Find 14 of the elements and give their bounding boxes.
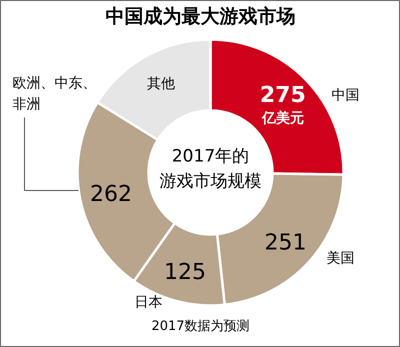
slice-label: 日本 [134, 294, 162, 310]
text: 亿美元 [260, 109, 304, 126]
data-label: 262 [90, 182, 132, 208]
slice-label: 中国 [332, 88, 360, 104]
data-label: 251 [264, 230, 306, 256]
slice-label: 欧洲、中东、非洲 [12, 76, 96, 112]
text: 2017数据为预测 [151, 319, 250, 334]
data-label: 125 [164, 260, 206, 286]
slice-label: 其他 [147, 76, 176, 92]
text: 2017年的 [172, 146, 250, 166]
data-label: 275 [260, 82, 306, 108]
text: 游戏市场规模 [160, 172, 262, 192]
chart-title: 中国成为最大游戏市场 [106, 6, 296, 28]
slice-label: 美国 [326, 250, 354, 266]
